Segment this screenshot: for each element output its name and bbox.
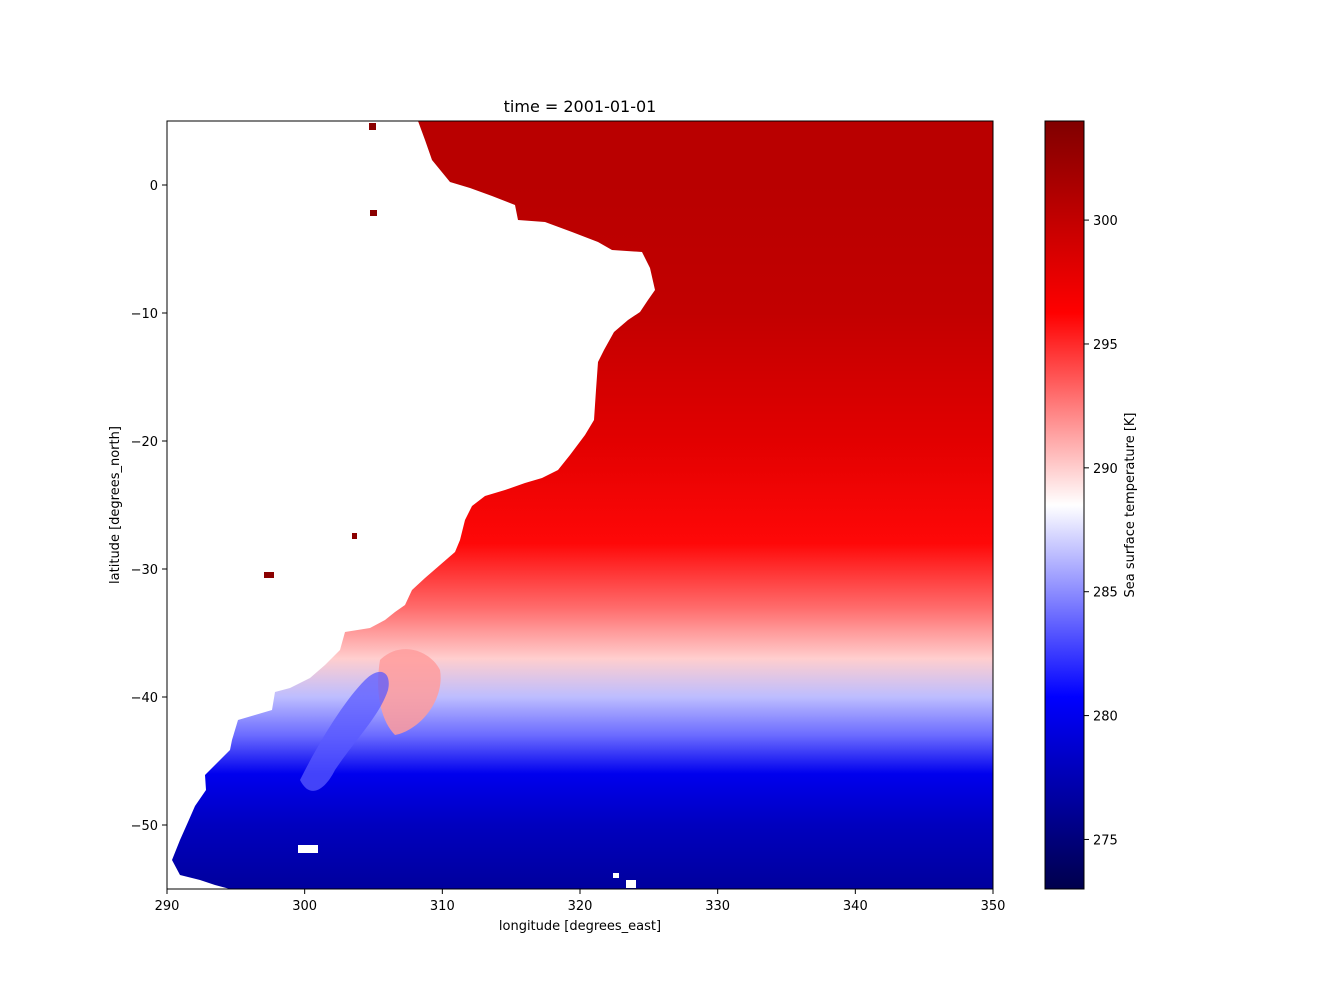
colorbar-tick-label: 295 — [1093, 338, 1118, 353]
colorbar-label: Sea surface temperature [K] — [1123, 412, 1138, 597]
x-tick-label: 320 — [568, 899, 593, 914]
island — [370, 210, 377, 216]
y-tick-label: −40 — [131, 691, 158, 706]
cold-tongue — [300, 671, 389, 791]
x-tick-label: 310 — [430, 899, 455, 914]
island — [352, 533, 357, 539]
island — [264, 572, 274, 578]
colorbar-tick-label: 280 — [1093, 710, 1118, 725]
chart-title: time = 2001-01-01 — [504, 97, 657, 116]
x-axis: 290 300 310 320 330 340 350 — [155, 889, 1006, 914]
plot-area — [167, 121, 993, 889]
colorbar-strip — [1044, 120, 1085, 890]
colorbar-tick-label: 275 — [1093, 833, 1118, 848]
y-tick-label: 0 — [150, 179, 158, 194]
island — [626, 880, 636, 888]
colorbar: 275 280 285 290 295 300 — [1044, 120, 1118, 890]
land-mask — [167, 121, 655, 889]
x-tick-label: 350 — [981, 899, 1006, 914]
island — [369, 123, 376, 130]
y-tick-label: −30 — [131, 563, 158, 578]
x-tick-label: 300 — [292, 899, 317, 914]
x-tick-label: 290 — [155, 899, 180, 914]
colorbar-tick-label: 290 — [1093, 462, 1118, 477]
y-tick-label: −50 — [131, 819, 158, 834]
y-axis: 0 −10 −20 −30 −40 −50 — [131, 179, 167, 834]
x-tick-label: 330 — [705, 899, 730, 914]
island — [298, 845, 318, 853]
y-tick-label: −10 — [131, 307, 158, 322]
colorbar-tick-label: 285 — [1093, 586, 1118, 601]
x-axis-label: longitude [degrees_east] — [499, 919, 661, 934]
island — [613, 873, 619, 878]
colorbar-ticks: 275 280 285 290 295 300 — [1084, 214, 1118, 848]
y-tick-label: −20 — [131, 435, 158, 450]
warm-eddy — [378, 649, 441, 735]
colorbar-tick-label: 300 — [1093, 214, 1118, 229]
x-tick-label: 340 — [843, 899, 868, 914]
y-axis-label: latitude [degrees_north] — [108, 426, 123, 584]
